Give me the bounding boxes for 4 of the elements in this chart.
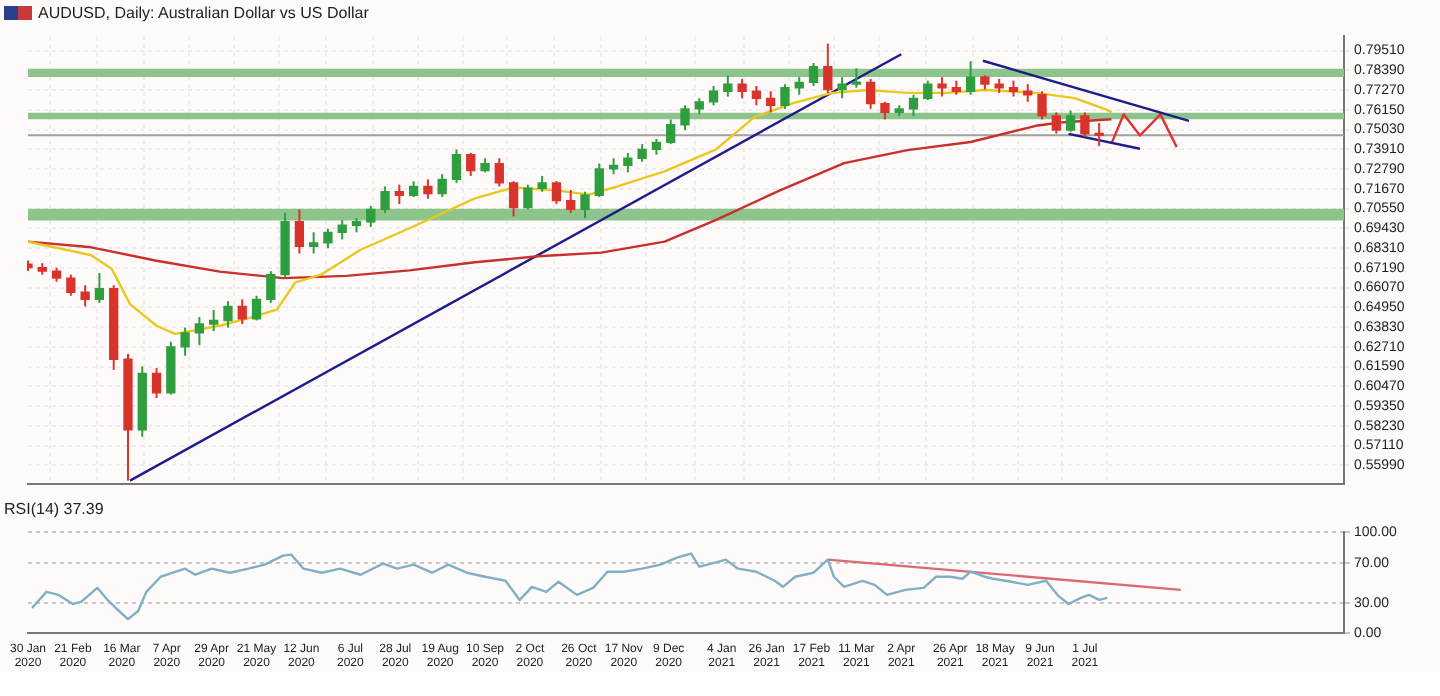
candlestick — [537, 174, 547, 193]
candlestick — [980, 74, 990, 91]
chart-title: AUDUSD, Daily: Australian Dollar vs US Dollar — [38, 3, 369, 21]
chart-title: RSI(14) 37.39 — [4, 499, 104, 517]
